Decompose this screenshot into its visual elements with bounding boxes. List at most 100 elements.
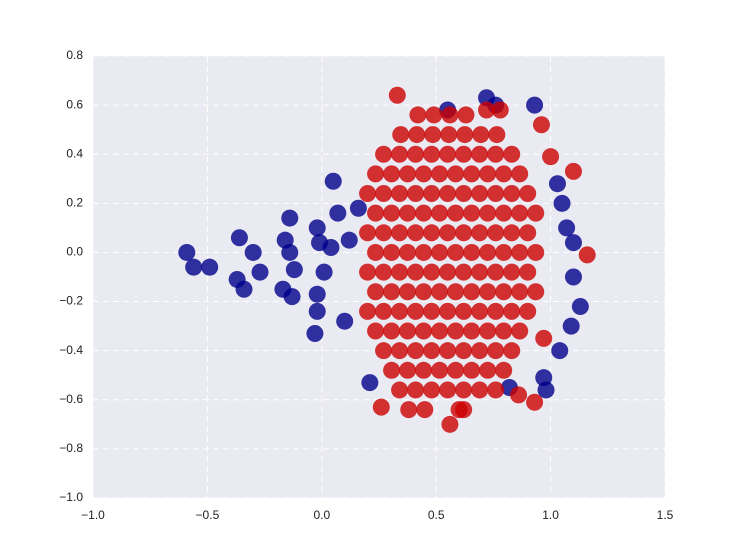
point xyxy=(463,204,481,222)
y-tick-label: 0.4 xyxy=(66,146,83,160)
x-tick-label: 1.0 xyxy=(542,508,559,522)
point xyxy=(447,204,465,222)
point xyxy=(471,224,489,242)
point xyxy=(431,204,449,222)
point xyxy=(399,165,417,183)
point xyxy=(324,172,342,190)
point xyxy=(441,106,459,124)
point xyxy=(392,126,410,144)
point xyxy=(281,209,299,227)
point xyxy=(306,324,324,342)
point xyxy=(431,361,449,379)
point xyxy=(447,361,465,379)
point xyxy=(359,302,377,320)
point xyxy=(519,224,537,242)
point xyxy=(439,381,457,399)
point xyxy=(479,204,497,222)
point xyxy=(367,283,385,301)
point xyxy=(503,302,521,320)
point xyxy=(471,381,489,399)
point xyxy=(488,126,506,144)
point xyxy=(407,263,425,281)
y-tick-label: 0.2 xyxy=(66,196,83,210)
point xyxy=(439,185,457,203)
point xyxy=(359,263,377,281)
point xyxy=(391,342,409,360)
point xyxy=(537,381,555,399)
point xyxy=(510,386,528,404)
point xyxy=(511,283,529,301)
point xyxy=(479,283,497,301)
point xyxy=(439,342,457,360)
point xyxy=(526,393,544,411)
point xyxy=(178,243,196,261)
point xyxy=(399,361,417,379)
point xyxy=(450,401,468,419)
point xyxy=(472,126,490,144)
point xyxy=(399,243,417,261)
point xyxy=(375,263,393,281)
point xyxy=(471,185,489,203)
point xyxy=(527,204,545,222)
point xyxy=(553,194,571,212)
point xyxy=(439,302,457,320)
point xyxy=(471,342,489,360)
point xyxy=(367,204,385,222)
point xyxy=(503,263,521,281)
point xyxy=(244,243,262,261)
point xyxy=(391,185,409,203)
point xyxy=(372,398,390,416)
point xyxy=(487,342,505,360)
point xyxy=(511,165,529,183)
point xyxy=(548,175,566,193)
x-tick-label: 0.0 xyxy=(313,508,330,522)
point xyxy=(447,243,465,261)
point xyxy=(423,342,441,360)
point xyxy=(308,219,326,237)
point xyxy=(558,219,576,237)
point xyxy=(463,322,481,340)
point xyxy=(375,302,393,320)
point xyxy=(383,204,401,222)
x-tick-label: −0.5 xyxy=(196,508,220,522)
point xyxy=(391,224,409,242)
point xyxy=(503,185,521,203)
point xyxy=(495,283,513,301)
point xyxy=(455,342,473,360)
point xyxy=(388,86,406,104)
y-tick-label: −0.4 xyxy=(59,343,83,357)
point xyxy=(487,185,505,203)
point xyxy=(281,243,299,261)
point xyxy=(359,224,377,242)
x-tick-label: 1.5 xyxy=(657,508,674,522)
y-tick-label: 0.0 xyxy=(66,245,83,259)
point xyxy=(315,263,333,281)
point xyxy=(457,106,475,124)
point xyxy=(375,145,393,163)
point xyxy=(423,381,441,399)
point xyxy=(423,145,441,163)
x-tick-label: −1.0 xyxy=(81,508,105,522)
point xyxy=(447,165,465,183)
point xyxy=(340,231,358,249)
point xyxy=(359,185,377,203)
point xyxy=(424,126,442,144)
point xyxy=(441,415,459,433)
point xyxy=(527,243,545,261)
point xyxy=(431,322,449,340)
point xyxy=(383,322,401,340)
point xyxy=(564,234,582,252)
point xyxy=(425,106,443,124)
point xyxy=(471,302,489,320)
point xyxy=(431,165,449,183)
point xyxy=(407,145,425,163)
y-tick-label: −1.0 xyxy=(59,490,83,504)
point xyxy=(251,263,269,281)
point xyxy=(201,258,219,276)
point xyxy=(383,243,401,261)
point xyxy=(431,283,449,301)
point xyxy=(519,302,537,320)
point xyxy=(479,361,497,379)
point xyxy=(487,263,505,281)
